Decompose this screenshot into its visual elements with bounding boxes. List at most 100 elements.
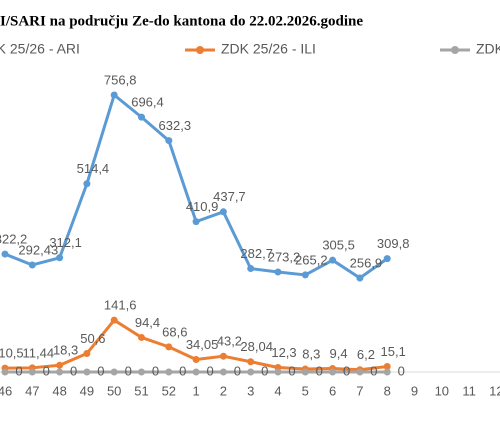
data-label: 50,6 xyxy=(80,331,105,346)
data-point xyxy=(110,316,118,324)
x-tick-label: 50 xyxy=(107,383,121,398)
x-tick-label: 49 xyxy=(80,383,94,398)
data-label: 0 xyxy=(70,363,77,378)
data-label: 265,2 xyxy=(295,252,328,267)
data-point xyxy=(138,368,145,376)
data-point xyxy=(356,274,364,282)
data-point xyxy=(383,368,391,376)
data-label: 0 xyxy=(152,363,159,378)
data-point xyxy=(356,368,364,376)
x-tick-label: 1 xyxy=(192,383,199,398)
data-label: 0 xyxy=(343,363,350,378)
data-label: 256,9 xyxy=(350,255,383,270)
data-label: 34,05 xyxy=(186,337,219,352)
data-label: 305,5 xyxy=(322,238,355,253)
data-label: 292,43 xyxy=(18,242,58,257)
x-tick-label: 9 xyxy=(411,383,418,398)
x-tick-label: 4 xyxy=(274,383,281,398)
data-label: 437,7 xyxy=(213,189,246,204)
data-point xyxy=(274,268,282,276)
legend-label: ZDK 25/26 - ILI xyxy=(221,41,316,57)
data-point xyxy=(219,352,227,360)
data-label: 28,04 xyxy=(240,339,273,354)
data-point xyxy=(138,113,145,121)
data-label: 10,5 xyxy=(0,346,24,361)
x-tick-label: 7 xyxy=(356,383,363,398)
data-label: 141,6 xyxy=(104,298,137,313)
legend-label: ZDK 25/26 - ARI xyxy=(0,41,80,57)
data-label: 0 xyxy=(398,363,405,378)
x-tick-label: 52 xyxy=(162,383,176,398)
data-point xyxy=(383,362,391,370)
data-point xyxy=(219,208,227,216)
legend-marker xyxy=(196,46,204,54)
data-label: 322,2 xyxy=(0,232,27,247)
data-point xyxy=(1,250,9,258)
data-label: 514,4 xyxy=(77,161,110,176)
data-label: 43,2 xyxy=(217,334,242,349)
x-tick-label: 10 xyxy=(435,383,449,398)
data-point xyxy=(110,368,118,376)
x-tick-label: 46 xyxy=(0,383,12,398)
x-tick-label: 11 xyxy=(462,383,476,398)
data-label: 312,1 xyxy=(49,235,82,250)
data-point xyxy=(56,254,64,262)
data-point xyxy=(247,358,255,366)
data-point xyxy=(192,356,200,364)
data-point xyxy=(329,256,337,264)
data-point xyxy=(247,265,255,273)
data-point xyxy=(274,368,282,376)
data-label: 0 xyxy=(288,363,295,378)
x-tick-label: 12 xyxy=(489,383,500,398)
data-point xyxy=(165,137,173,145)
data-point xyxy=(383,255,391,263)
data-point xyxy=(329,368,337,376)
data-label: 94,4 xyxy=(135,315,160,330)
data-label: 12,3 xyxy=(271,345,296,360)
data-point xyxy=(83,368,91,376)
data-point xyxy=(301,271,309,279)
x-tick-label: 48 xyxy=(52,383,66,398)
data-point xyxy=(56,361,64,369)
data-label: 6,2 xyxy=(357,347,375,362)
x-tick-label: 8 xyxy=(384,383,391,398)
data-label: 0 xyxy=(15,363,22,378)
data-label: 282,7 xyxy=(240,246,273,261)
x-tick-label: 2 xyxy=(220,383,227,398)
data-label: 0 xyxy=(316,363,323,378)
data-label: 756,8 xyxy=(104,72,137,87)
data-label: 632,3 xyxy=(159,118,192,133)
x-tick-label: 3 xyxy=(247,383,254,398)
data-point xyxy=(165,368,173,376)
data-point xyxy=(192,368,200,376)
x-tick-label: 6 xyxy=(329,383,336,398)
data-label: 273,2 xyxy=(268,249,301,264)
data-point xyxy=(56,368,64,376)
data-label: 11,44 xyxy=(23,345,55,360)
data-point xyxy=(192,218,200,226)
data-point xyxy=(110,91,118,99)
x-tick-label: 47 xyxy=(25,383,39,398)
data-label: 0 xyxy=(179,363,186,378)
x-tick-label: 51 xyxy=(134,383,148,398)
data-label: 9,4 xyxy=(330,346,348,361)
data-point xyxy=(247,368,255,376)
data-point xyxy=(138,333,145,341)
data-label: 0 xyxy=(43,363,50,378)
x-tick-label: 5 xyxy=(302,383,309,398)
data-label: 18,3 xyxy=(53,343,78,358)
data-point xyxy=(83,349,91,357)
chart-title: I/SARI na području Ze-do kantona do 22.0… xyxy=(0,13,363,29)
data-label: 0 xyxy=(125,363,132,378)
data-point xyxy=(165,343,173,351)
data-point xyxy=(301,368,309,376)
data-label: 309,8 xyxy=(377,236,410,251)
legend-label: ZDK 25/26 - SARI xyxy=(476,41,500,57)
data-label: 0 xyxy=(261,363,268,378)
data-point xyxy=(83,180,91,188)
data-point xyxy=(28,368,36,376)
data-label: 0 xyxy=(206,363,213,378)
data-label: 68,6 xyxy=(162,324,187,339)
data-label: 696,4 xyxy=(131,95,164,110)
